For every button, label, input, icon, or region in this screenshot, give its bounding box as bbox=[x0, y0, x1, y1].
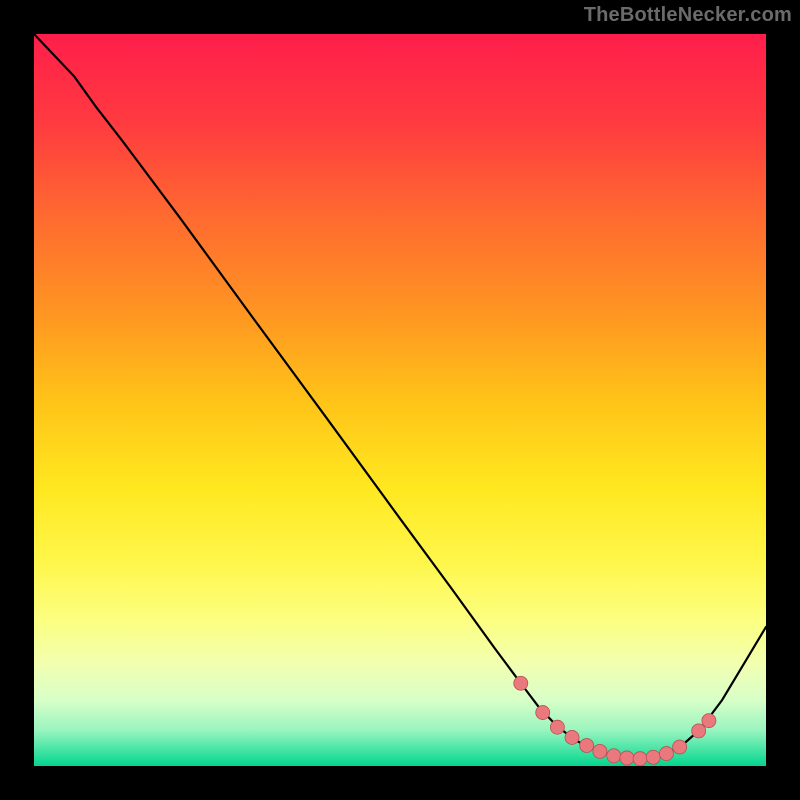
chart-plot-area bbox=[34, 34, 766, 766]
bottleneck-curve bbox=[34, 34, 766, 759]
chart-overlay bbox=[34, 34, 766, 766]
marker-point bbox=[702, 714, 716, 728]
marker-point bbox=[550, 720, 564, 734]
marker-point bbox=[673, 740, 687, 754]
marker-point bbox=[646, 750, 660, 764]
marker-point bbox=[593, 744, 607, 758]
marker-point bbox=[514, 676, 528, 690]
marker-point bbox=[536, 706, 550, 720]
marker-point bbox=[633, 752, 647, 766]
marker-point bbox=[620, 751, 634, 765]
marker-point bbox=[580, 739, 594, 753]
curve-markers bbox=[514, 676, 716, 765]
watermark-text: TheBottleNecker.com bbox=[584, 4, 792, 27]
marker-point bbox=[607, 749, 621, 763]
marker-point bbox=[565, 730, 579, 744]
marker-point bbox=[659, 747, 673, 761]
marker-point bbox=[692, 724, 706, 738]
